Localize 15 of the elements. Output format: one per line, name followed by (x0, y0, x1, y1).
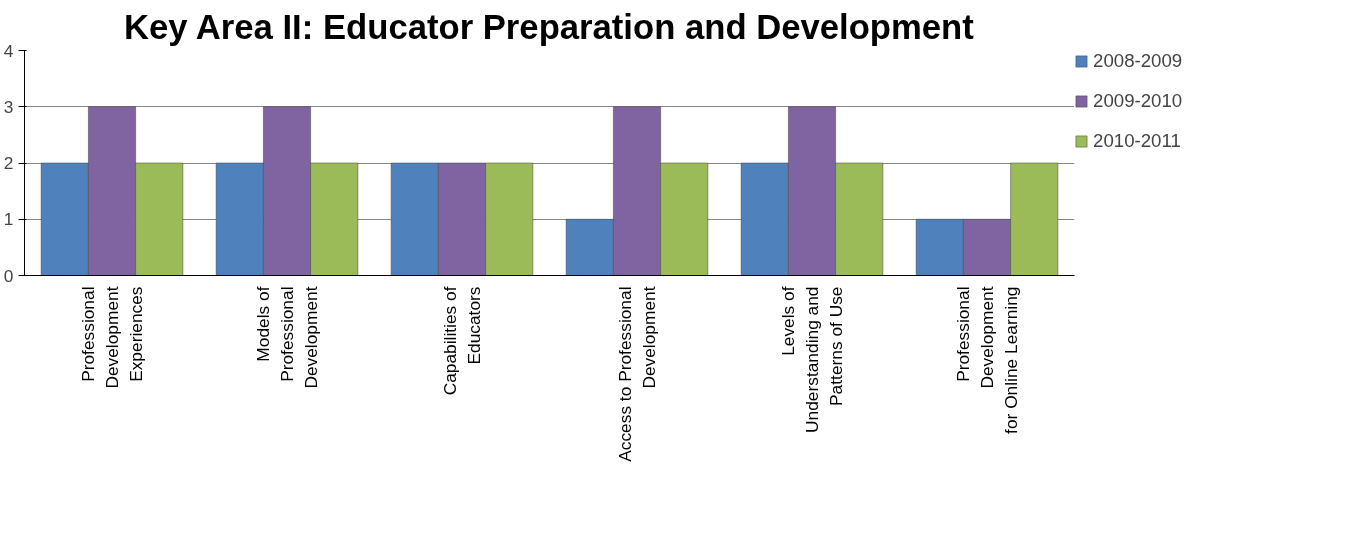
legend-label: 2009-2010 (1093, 90, 1183, 112)
x-tick-label: Professional Development for Online Learning (953, 286, 1021, 434)
x-tick-label: Access to Professional Development (615, 286, 659, 462)
y-tick-label: 4 (3, 40, 14, 61)
y-tick-label: 1 (3, 209, 14, 230)
legend-label: 2008-2009 (1093, 50, 1183, 72)
y-tick-label: 3 (3, 96, 14, 117)
x-tick-label: Models of Professional Development (253, 286, 321, 389)
x-tick-label: Professional Development Experiences (78, 286, 146, 389)
y-tick-label: 2 (3, 153, 14, 173)
x-tick-label: Capabilities of Educators (440, 286, 484, 396)
legend-label: 2010-2011 (1093, 130, 1181, 152)
chart-title: Key Area II: Educator Preparation and Development (123, 7, 975, 46)
x-tick-label: Levels of Understanding and Patterns of Use (778, 286, 846, 433)
y-tick-label: 0 (3, 265, 14, 286)
